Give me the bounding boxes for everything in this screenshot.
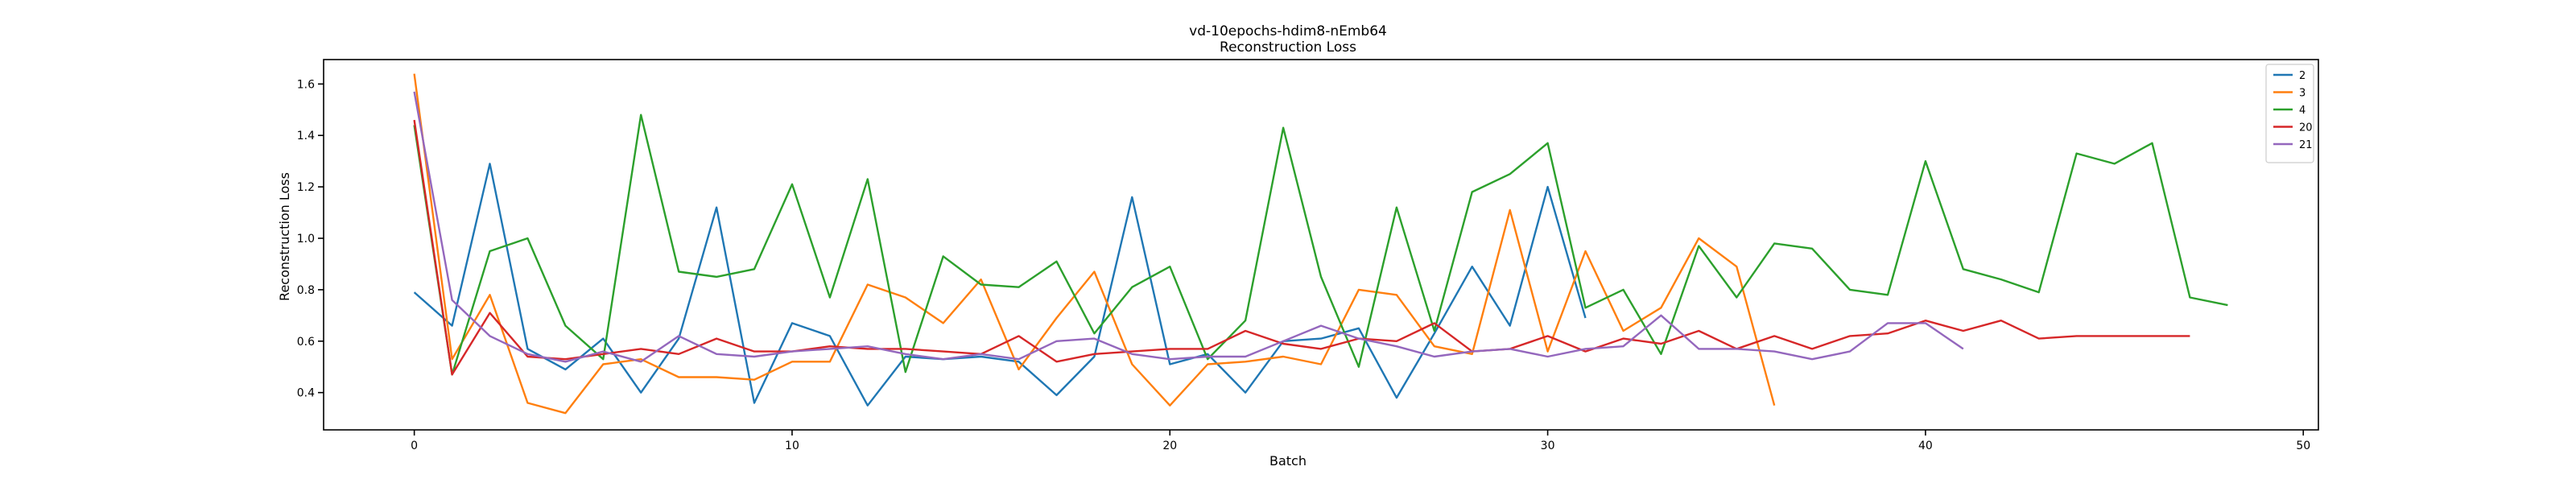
series-line-20 xyxy=(413,119,2190,376)
y-tick-label: 1.0 xyxy=(297,233,315,246)
x-tick-label: 40 xyxy=(1918,440,1933,452)
y-tick-label: 0.6 xyxy=(297,336,315,349)
y-axis-label: Reconstruction Loss xyxy=(277,172,292,301)
legend-label-20: 20 xyxy=(2299,122,2313,134)
axes-frame xyxy=(323,59,2319,431)
legend-label-4: 4 xyxy=(2299,105,2306,117)
y-tick-label: 0.8 xyxy=(297,284,315,297)
y-tick-label: 1.2 xyxy=(297,181,315,194)
chart-subtitle: Reconstruction Loss xyxy=(1220,39,1356,56)
y-tick-label: 0.4 xyxy=(297,387,315,400)
x-tick-label: 10 xyxy=(785,440,799,452)
x-tick-label: 30 xyxy=(1541,440,1555,452)
y-tick-label: 1.4 xyxy=(297,130,315,142)
series-line-21 xyxy=(413,91,1964,363)
series-line-3 xyxy=(413,73,1776,415)
x-axis-label: Batch xyxy=(1269,453,1307,469)
plot-area: 0 10 20 30 40 50 0.4 0.6 0.8 1.0 1.2 1.4 1.6 xyxy=(297,59,2319,452)
x-tick-label: 50 xyxy=(2296,440,2310,452)
series-line-2 xyxy=(413,163,1587,407)
legend-box xyxy=(2265,64,2314,163)
series-line-4 xyxy=(413,114,2228,376)
y-tick-label: 1.6 xyxy=(297,78,315,91)
x-tick-label: 20 xyxy=(1162,440,1177,452)
chart-title: vd-10epochs-hdim8-nEmb64 xyxy=(1189,23,1387,39)
legend: 2 3 4 20 21 xyxy=(2265,64,2314,163)
legend-label-21: 21 xyxy=(2299,139,2313,151)
legend-label-2: 2 xyxy=(2299,70,2306,82)
legend-label-3: 3 xyxy=(2299,88,2306,100)
x-tick-label: 0 xyxy=(411,440,418,452)
